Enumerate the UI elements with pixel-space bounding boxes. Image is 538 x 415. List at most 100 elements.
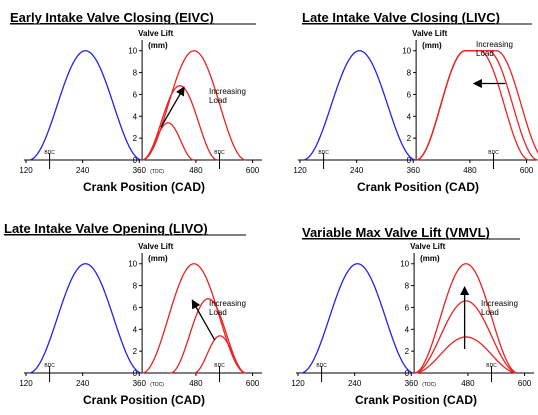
exhaust-lift-curve-1 (28, 263, 143, 374)
x-tick-label: 480 (461, 379, 475, 388)
y-tick-label: 10 (402, 47, 411, 56)
y-axis-label: Valve Lift (412, 29, 447, 38)
chart-title: Variable Max Valve Lift (VMVL) (302, 225, 490, 240)
x-tick-label: 360 (133, 379, 147, 388)
intake-lift-curve-4 (142, 122, 194, 161)
y-tick-label: 0 (133, 156, 138, 165)
annotation-text: Increasing (209, 87, 246, 96)
y-tick-label: 0 (133, 369, 138, 378)
intake-lift-curve-2 (142, 50, 246, 161)
chart-panel-1: Early Intake Valve Closing (EIVC) Valve L… (10, 10, 262, 194)
y-axis-unit: (mm) (148, 254, 168, 263)
y-axis-unit: (mm) (422, 41, 442, 50)
bdc-label: BDC (488, 150, 499, 156)
x-tick-label: 120 (291, 379, 305, 388)
intake-lift-curve-4 (193, 335, 246, 374)
x-tick-label: 600 (246, 166, 260, 175)
x-tick-label: 600 (246, 379, 260, 388)
chart-title: Early Intake Valve Closing (EIVC) (10, 10, 214, 25)
x-axis-label: Crank Position (CAD) (83, 180, 205, 194)
x-tick-label: 120 (19, 379, 33, 388)
intake-lift-curve-2 (414, 263, 518, 374)
y-tick-label: 4 (133, 112, 138, 121)
x-tick-label: 600 (518, 379, 532, 388)
chart-panel-3: Late Intake Valve Opening (LIVO) Valve Li… (4, 221, 262, 407)
y-tick-label: 10 (128, 260, 137, 269)
y-tick-label: 8 (407, 69, 412, 78)
bdc-label: BDC (316, 363, 327, 369)
intake-lift-curve-3 (414, 300, 518, 374)
tdc-label: (TDC) (150, 169, 164, 175)
x-tick-label: 600 (520, 166, 534, 175)
y-tick-label: 2 (133, 134, 138, 143)
x-tick-label: 240 (350, 166, 364, 175)
y-tick-label: 6 (133, 90, 138, 99)
y-tick-label: 4 (407, 112, 412, 121)
bdc-label: BDC (44, 363, 55, 369)
annotation-text: Increasing (209, 299, 246, 308)
y-tick-label: 4 (405, 325, 410, 334)
y-tick-label: 6 (133, 303, 138, 312)
annotation-text: Load (209, 96, 227, 105)
y-tick-label: 8 (133, 282, 138, 291)
y-tick-label: 2 (405, 347, 410, 356)
y-tick-label: 8 (405, 282, 410, 291)
annotation-text: Increasing (476, 40, 513, 49)
y-tick-label: 2 (407, 134, 412, 143)
x-tick-label: 360 (133, 166, 147, 175)
chart-title: Late Intake Valve Closing (LIVC) (302, 10, 500, 25)
x-tick-label: 480 (189, 166, 203, 175)
bdc-label: BDC (214, 150, 225, 156)
x-tick-label: 360 (405, 379, 419, 388)
y-axis-unit: (mm) (148, 41, 168, 50)
chart-panel-4: Variable Max Valve Lift (VMVL) Valve Lift… (291, 225, 534, 407)
intake-lift-curve-4 (416, 50, 538, 161)
x-axis-label: Crank Position (CAD) (357, 180, 479, 194)
y-axis-unit: (mm) (420, 254, 440, 263)
x-tick-label: 480 (463, 166, 477, 175)
exhaust-lift-curve-1 (28, 50, 143, 161)
x-tick-label: 480 (189, 379, 203, 388)
bdc-label: BDC (214, 363, 225, 369)
x-tick-label: 240 (76, 166, 90, 175)
chart-panel-2: Late Intake Valve Closing (LIVC) Valve Li… (293, 10, 538, 194)
annotation-text: Load (476, 49, 494, 58)
exhaust-lift-curve-1 (302, 50, 417, 161)
intake-lift-curve-3 (170, 298, 246, 374)
tdc-label: (TDC) (422, 382, 436, 388)
y-tick-label: 6 (405, 303, 410, 312)
x-tick-label: 240 (348, 379, 362, 388)
y-tick-label: 10 (400, 260, 409, 269)
y-tick-label: 10 (128, 47, 137, 56)
y-axis-label: Valve Lift (138, 29, 173, 38)
bdc-label: BDC (486, 363, 497, 369)
chart-title: Late Intake Valve Opening (LIVO) (4, 221, 208, 236)
y-tick-label: 0 (407, 156, 412, 165)
annotation-text: Increasing (481, 299, 518, 308)
x-tick-label: 240 (76, 379, 90, 388)
bdc-label: BDC (318, 150, 329, 156)
annotation-text: Load (481, 308, 499, 317)
x-axis-label: Crank Position (CAD) (355, 393, 477, 407)
intake-lift-curve-2 (142, 263, 246, 374)
x-axis-label: Crank Position (CAD) (83, 393, 205, 407)
x-tick-label: 120 (19, 166, 33, 175)
y-axis-label: Valve Lift (410, 242, 445, 251)
intake-lift-curve-4 (414, 336, 518, 374)
annotation-text: Load (209, 308, 227, 317)
y-tick-label: 6 (407, 90, 412, 99)
intake-lift-curve-3 (416, 50, 538, 161)
x-tick-label: 120 (293, 166, 307, 175)
y-tick-label: 8 (133, 69, 138, 78)
exhaust-lift-curve-1 (300, 263, 415, 374)
bdc-label: BDC (44, 150, 55, 156)
tdc-label: (TDC) (150, 382, 164, 388)
y-tick-label: 2 (133, 347, 138, 356)
x-tick-label: 360 (407, 166, 421, 175)
y-tick-label: 4 (133, 325, 138, 334)
y-tick-label: 0 (405, 369, 410, 378)
y-axis-label: Valve Lift (138, 242, 173, 251)
load-arrow (160, 86, 185, 128)
load-arrow (191, 299, 216, 341)
